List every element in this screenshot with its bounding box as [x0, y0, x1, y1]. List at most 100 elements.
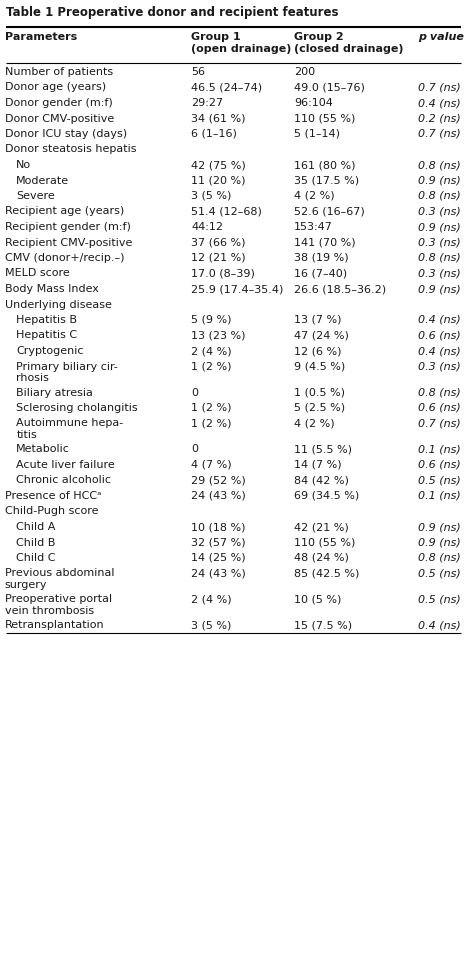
Text: 37 (66 %): 37 (66 %): [191, 237, 246, 247]
Text: Number of patients: Number of patients: [5, 67, 113, 77]
Text: 51.4 (12–68): 51.4 (12–68): [191, 206, 262, 216]
Text: Child B: Child B: [16, 537, 56, 547]
Text: 29 (52 %): 29 (52 %): [191, 475, 246, 485]
Text: 161 (80 %): 161 (80 %): [294, 160, 356, 170]
Text: 12 (6 %): 12 (6 %): [294, 346, 342, 355]
Text: Child C: Child C: [16, 553, 56, 562]
Text: Sclerosing cholangitis: Sclerosing cholangitis: [16, 402, 138, 413]
Text: 96:104: 96:104: [294, 98, 333, 108]
Text: 24 (43 %): 24 (43 %): [191, 491, 246, 500]
Text: 0.6 (ns): 0.6 (ns): [418, 402, 461, 413]
Text: 0.3 (ns): 0.3 (ns): [418, 206, 461, 216]
Text: Autoimmune hepa-
titis: Autoimmune hepa- titis: [16, 418, 124, 439]
Text: 4 (2 %): 4 (2 %): [294, 418, 335, 428]
Text: 0.5 (ns): 0.5 (ns): [418, 475, 461, 485]
Text: 1 (2 %): 1 (2 %): [191, 361, 232, 371]
Text: Body Mass Index: Body Mass Index: [5, 284, 99, 294]
Text: Child-Pugh score: Child-Pugh score: [5, 506, 98, 516]
Text: Donor age (years): Donor age (years): [5, 82, 106, 92]
Text: 85 (42.5 %): 85 (42.5 %): [294, 568, 360, 578]
Text: 0.3 (ns): 0.3 (ns): [418, 237, 461, 247]
Text: 47 (24 %): 47 (24 %): [294, 330, 349, 340]
Text: 14 (25 %): 14 (25 %): [191, 553, 246, 562]
Text: 13 (7 %): 13 (7 %): [294, 314, 342, 325]
Text: Chronic alcoholic: Chronic alcoholic: [16, 475, 111, 485]
Text: Child A: Child A: [16, 521, 56, 532]
Text: 4 (2 %): 4 (2 %): [294, 191, 335, 201]
Text: 0.3 (ns): 0.3 (ns): [418, 268, 461, 278]
Text: Metabolic: Metabolic: [16, 444, 70, 454]
Text: 0.8 (ns): 0.8 (ns): [418, 387, 461, 397]
Text: 11 (5.5 %): 11 (5.5 %): [294, 444, 352, 454]
Text: 153:47: 153:47: [294, 222, 333, 232]
Text: 10 (18 %): 10 (18 %): [191, 521, 246, 532]
Text: 3 (5 %): 3 (5 %): [191, 191, 232, 201]
Text: 9 (4.5 %): 9 (4.5 %): [294, 361, 346, 371]
Text: 24 (43 %): 24 (43 %): [191, 568, 246, 578]
Text: Moderate: Moderate: [16, 175, 70, 185]
Text: Group 1
(open drainage): Group 1 (open drainage): [191, 32, 292, 53]
Text: 2 (4 %): 2 (4 %): [191, 594, 232, 604]
Text: MELD score: MELD score: [5, 268, 70, 278]
Text: 0.4 (ns): 0.4 (ns): [418, 346, 461, 355]
Text: Severe: Severe: [16, 191, 55, 201]
Text: 15 (7.5 %): 15 (7.5 %): [294, 619, 352, 630]
Text: 13 (23 %): 13 (23 %): [191, 330, 246, 340]
Text: 5 (9 %): 5 (9 %): [191, 314, 232, 325]
Text: Donor steatosis hepatis: Donor steatosis hepatis: [5, 144, 136, 154]
Text: 5 (2.5 %): 5 (2.5 %): [294, 402, 345, 413]
Text: Group 2
(closed drainage): Group 2 (closed drainage): [294, 32, 403, 53]
Text: 1 (2 %): 1 (2 %): [191, 402, 232, 413]
Text: Recipient age (years): Recipient age (years): [5, 206, 124, 216]
Text: Donor ICU stay (days): Donor ICU stay (days): [5, 129, 127, 139]
Text: Acute liver failure: Acute liver failure: [16, 459, 115, 470]
Text: 0.9 (ns): 0.9 (ns): [418, 537, 461, 547]
Text: 0.1 (ns): 0.1 (ns): [418, 491, 461, 500]
Text: 34 (61 %): 34 (61 %): [191, 113, 246, 123]
Text: 0.8 (ns): 0.8 (ns): [418, 160, 461, 170]
Text: 0.4 (ns): 0.4 (ns): [418, 98, 461, 108]
Text: 10 (5 %): 10 (5 %): [294, 594, 341, 604]
Text: 0.6 (ns): 0.6 (ns): [418, 459, 461, 470]
Text: Hepatitis B: Hepatitis B: [16, 314, 78, 325]
Text: CMV (donor+/recip.–): CMV (donor+/recip.–): [5, 253, 124, 263]
Text: Recipient CMV-positive: Recipient CMV-positive: [5, 237, 132, 247]
Text: 110 (55 %): 110 (55 %): [294, 113, 355, 123]
Text: 42 (75 %): 42 (75 %): [191, 160, 246, 170]
Text: 29:27: 29:27: [191, 98, 224, 108]
Text: 6 (1–16): 6 (1–16): [191, 129, 237, 139]
Text: Biliary atresia: Biliary atresia: [16, 387, 93, 397]
Text: Preoperative portal
vein thrombosis: Preoperative portal vein thrombosis: [5, 594, 112, 616]
Text: Previous abdominal
surgery: Previous abdominal surgery: [5, 568, 114, 590]
Text: 2 (4 %): 2 (4 %): [191, 346, 232, 355]
Text: Recipient gender (m:f): Recipient gender (m:f): [5, 222, 131, 232]
Text: 0.8 (ns): 0.8 (ns): [418, 191, 461, 201]
Text: 48 (24 %): 48 (24 %): [294, 553, 349, 562]
Text: 35 (17.5 %): 35 (17.5 %): [294, 175, 359, 185]
Text: Primary biliary cir-
rhosis: Primary biliary cir- rhosis: [16, 361, 118, 383]
Text: 200: 200: [294, 67, 315, 77]
Text: Retransplantation: Retransplantation: [5, 619, 104, 630]
Text: 141 (70 %): 141 (70 %): [294, 237, 356, 247]
Text: 0.2 (ns): 0.2 (ns): [418, 113, 461, 123]
Text: 0.9 (ns): 0.9 (ns): [418, 175, 461, 185]
Text: Table 1 Preoperative donor and recipient features: Table 1 Preoperative donor and recipient…: [6, 6, 339, 19]
Text: 52.6 (16–67): 52.6 (16–67): [294, 206, 365, 216]
Text: 56: 56: [191, 67, 205, 77]
Text: Hepatitis C: Hepatitis C: [16, 330, 78, 340]
Text: 46.5 (24–74): 46.5 (24–74): [191, 82, 262, 92]
Text: 0.5 (ns): 0.5 (ns): [418, 594, 461, 604]
Text: 49.0 (15–76): 49.0 (15–76): [294, 82, 365, 92]
Text: 4 (7 %): 4 (7 %): [191, 459, 232, 470]
Text: 17.0 (8–39): 17.0 (8–39): [191, 268, 255, 278]
Text: 5 (1–14): 5 (1–14): [294, 129, 340, 139]
Text: 0.5 (ns): 0.5 (ns): [418, 568, 461, 578]
Text: 0.4 (ns): 0.4 (ns): [418, 314, 461, 325]
Text: 0.7 (ns): 0.7 (ns): [418, 418, 461, 428]
Text: 0.8 (ns): 0.8 (ns): [418, 553, 461, 562]
Text: Cryptogenic: Cryptogenic: [16, 346, 84, 355]
Text: 0.7 (ns): 0.7 (ns): [418, 129, 461, 139]
Text: 14 (7 %): 14 (7 %): [294, 459, 342, 470]
Text: 25.9 (17.4–35.4): 25.9 (17.4–35.4): [191, 284, 284, 294]
Text: 32 (57 %): 32 (57 %): [191, 537, 246, 547]
